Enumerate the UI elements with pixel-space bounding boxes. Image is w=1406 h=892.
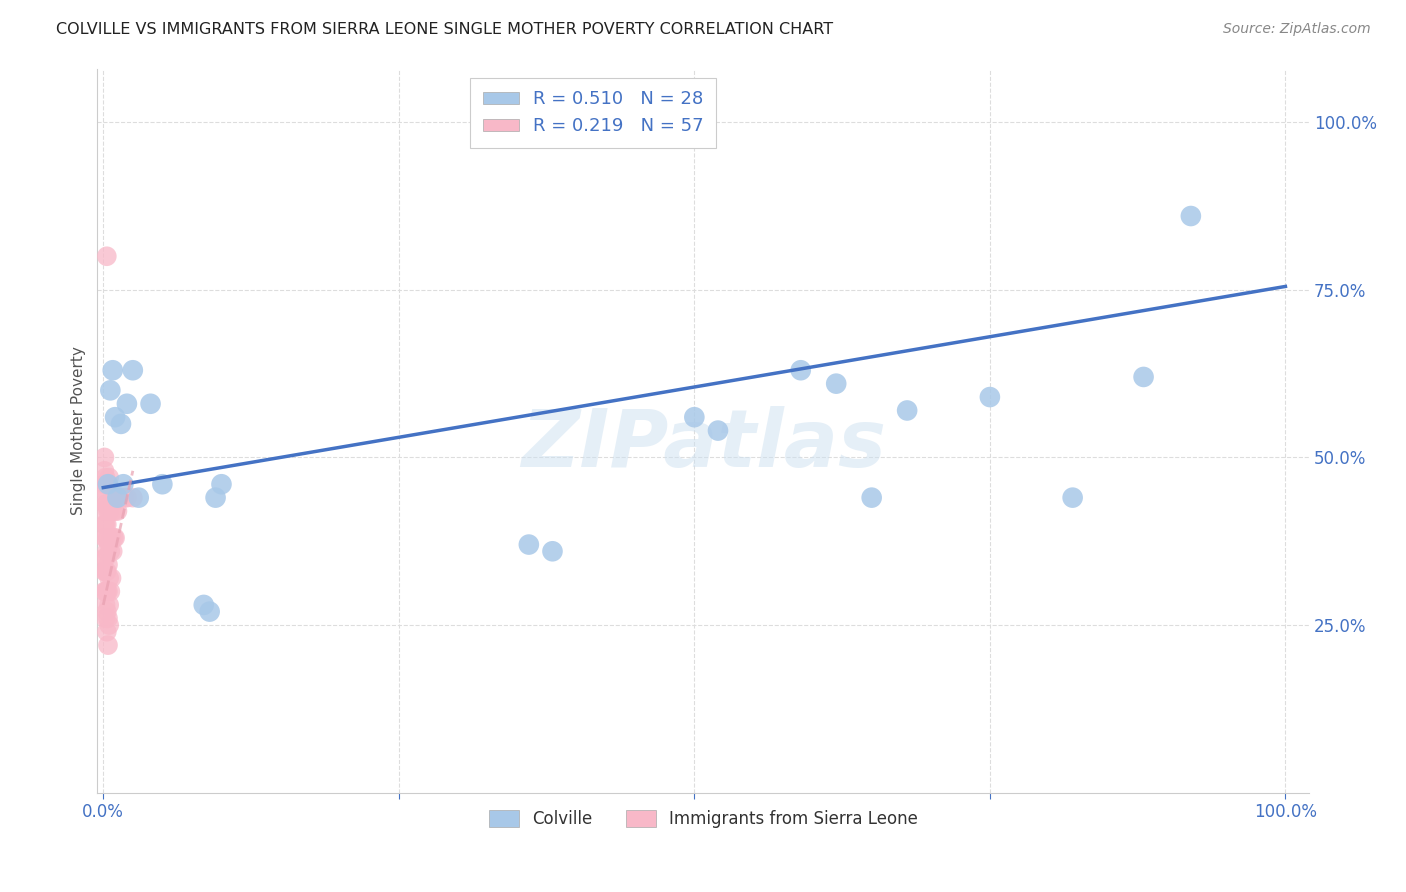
Point [98,504,121,518]
Point [896,403,918,417]
Point [790,363,813,377]
Point [101,504,124,518]
Point [94,611,117,625]
Point [93,504,115,518]
Point [115,397,138,411]
Point [97,611,120,625]
Point [98,470,121,484]
Point [108,491,131,505]
Point [139,397,162,411]
Point [94,470,117,484]
Point [97,531,120,545]
Point [104,531,127,545]
Point [96,249,118,263]
Point [97,584,120,599]
Point [541,544,564,558]
Point [198,605,221,619]
Point [107,504,129,518]
Point [860,491,883,505]
Text: ZIPatlas: ZIPatlas [520,406,886,484]
Point [112,477,135,491]
Point [93,584,115,599]
Point [211,477,233,491]
Point [93,565,115,579]
Point [110,417,132,431]
Point [94,497,117,511]
Point [121,491,143,505]
Point [110,491,132,505]
Point [707,424,730,438]
Point [517,538,540,552]
Point [98,584,121,599]
Point [96,544,118,558]
Point [93,531,115,545]
Point [97,477,120,491]
Point [96,584,118,599]
Point [100,531,122,545]
Point [979,390,1001,404]
Text: COLVILLE VS IMMIGRANTS FROM SIERRA LEONE SINGLE MOTHER POVERTY CORRELATION CHART: COLVILLE VS IMMIGRANTS FROM SIERRA LEONE… [56,22,834,37]
Point [204,491,226,505]
Point [104,504,127,518]
Point [683,410,706,425]
Point [103,531,125,545]
Legend: Colville, Immigrants from Sierra Leone: Colville, Immigrants from Sierra Leone [482,804,924,835]
Point [96,517,118,532]
Point [94,551,117,566]
Point [150,477,173,491]
Point [94,598,117,612]
Point [98,598,121,612]
Point [96,497,118,511]
Point [121,363,143,377]
Point [98,497,121,511]
Point [98,384,121,398]
Point [128,491,150,505]
Point [94,531,117,545]
Point [93,517,115,532]
Point [1062,491,1084,505]
Point [93,477,115,491]
Point [193,598,215,612]
Point [101,544,124,558]
Point [115,491,138,505]
Point [101,363,124,377]
Point [96,605,118,619]
Point [96,477,118,491]
Point [96,624,118,639]
Point [96,565,118,579]
Point [825,376,848,391]
Point [93,464,115,478]
Point [98,538,121,552]
Point [97,558,120,572]
Point [97,638,120,652]
Point [100,571,122,585]
Point [104,410,127,425]
Point [97,504,120,518]
Point [94,483,117,498]
Point [94,565,117,579]
Point [98,571,121,585]
Y-axis label: Single Mother Poverty: Single Mother Poverty [72,346,86,515]
Point [94,584,117,599]
Point [93,491,115,505]
Point [98,618,121,632]
Point [98,544,121,558]
Point [107,491,129,505]
Point [114,491,136,505]
Point [93,551,115,566]
Point [94,517,117,532]
Point [1180,209,1202,223]
Text: Source: ZipAtlas.com: Source: ZipAtlas.com [1223,22,1371,37]
Point [1132,370,1154,384]
Point [93,450,115,465]
